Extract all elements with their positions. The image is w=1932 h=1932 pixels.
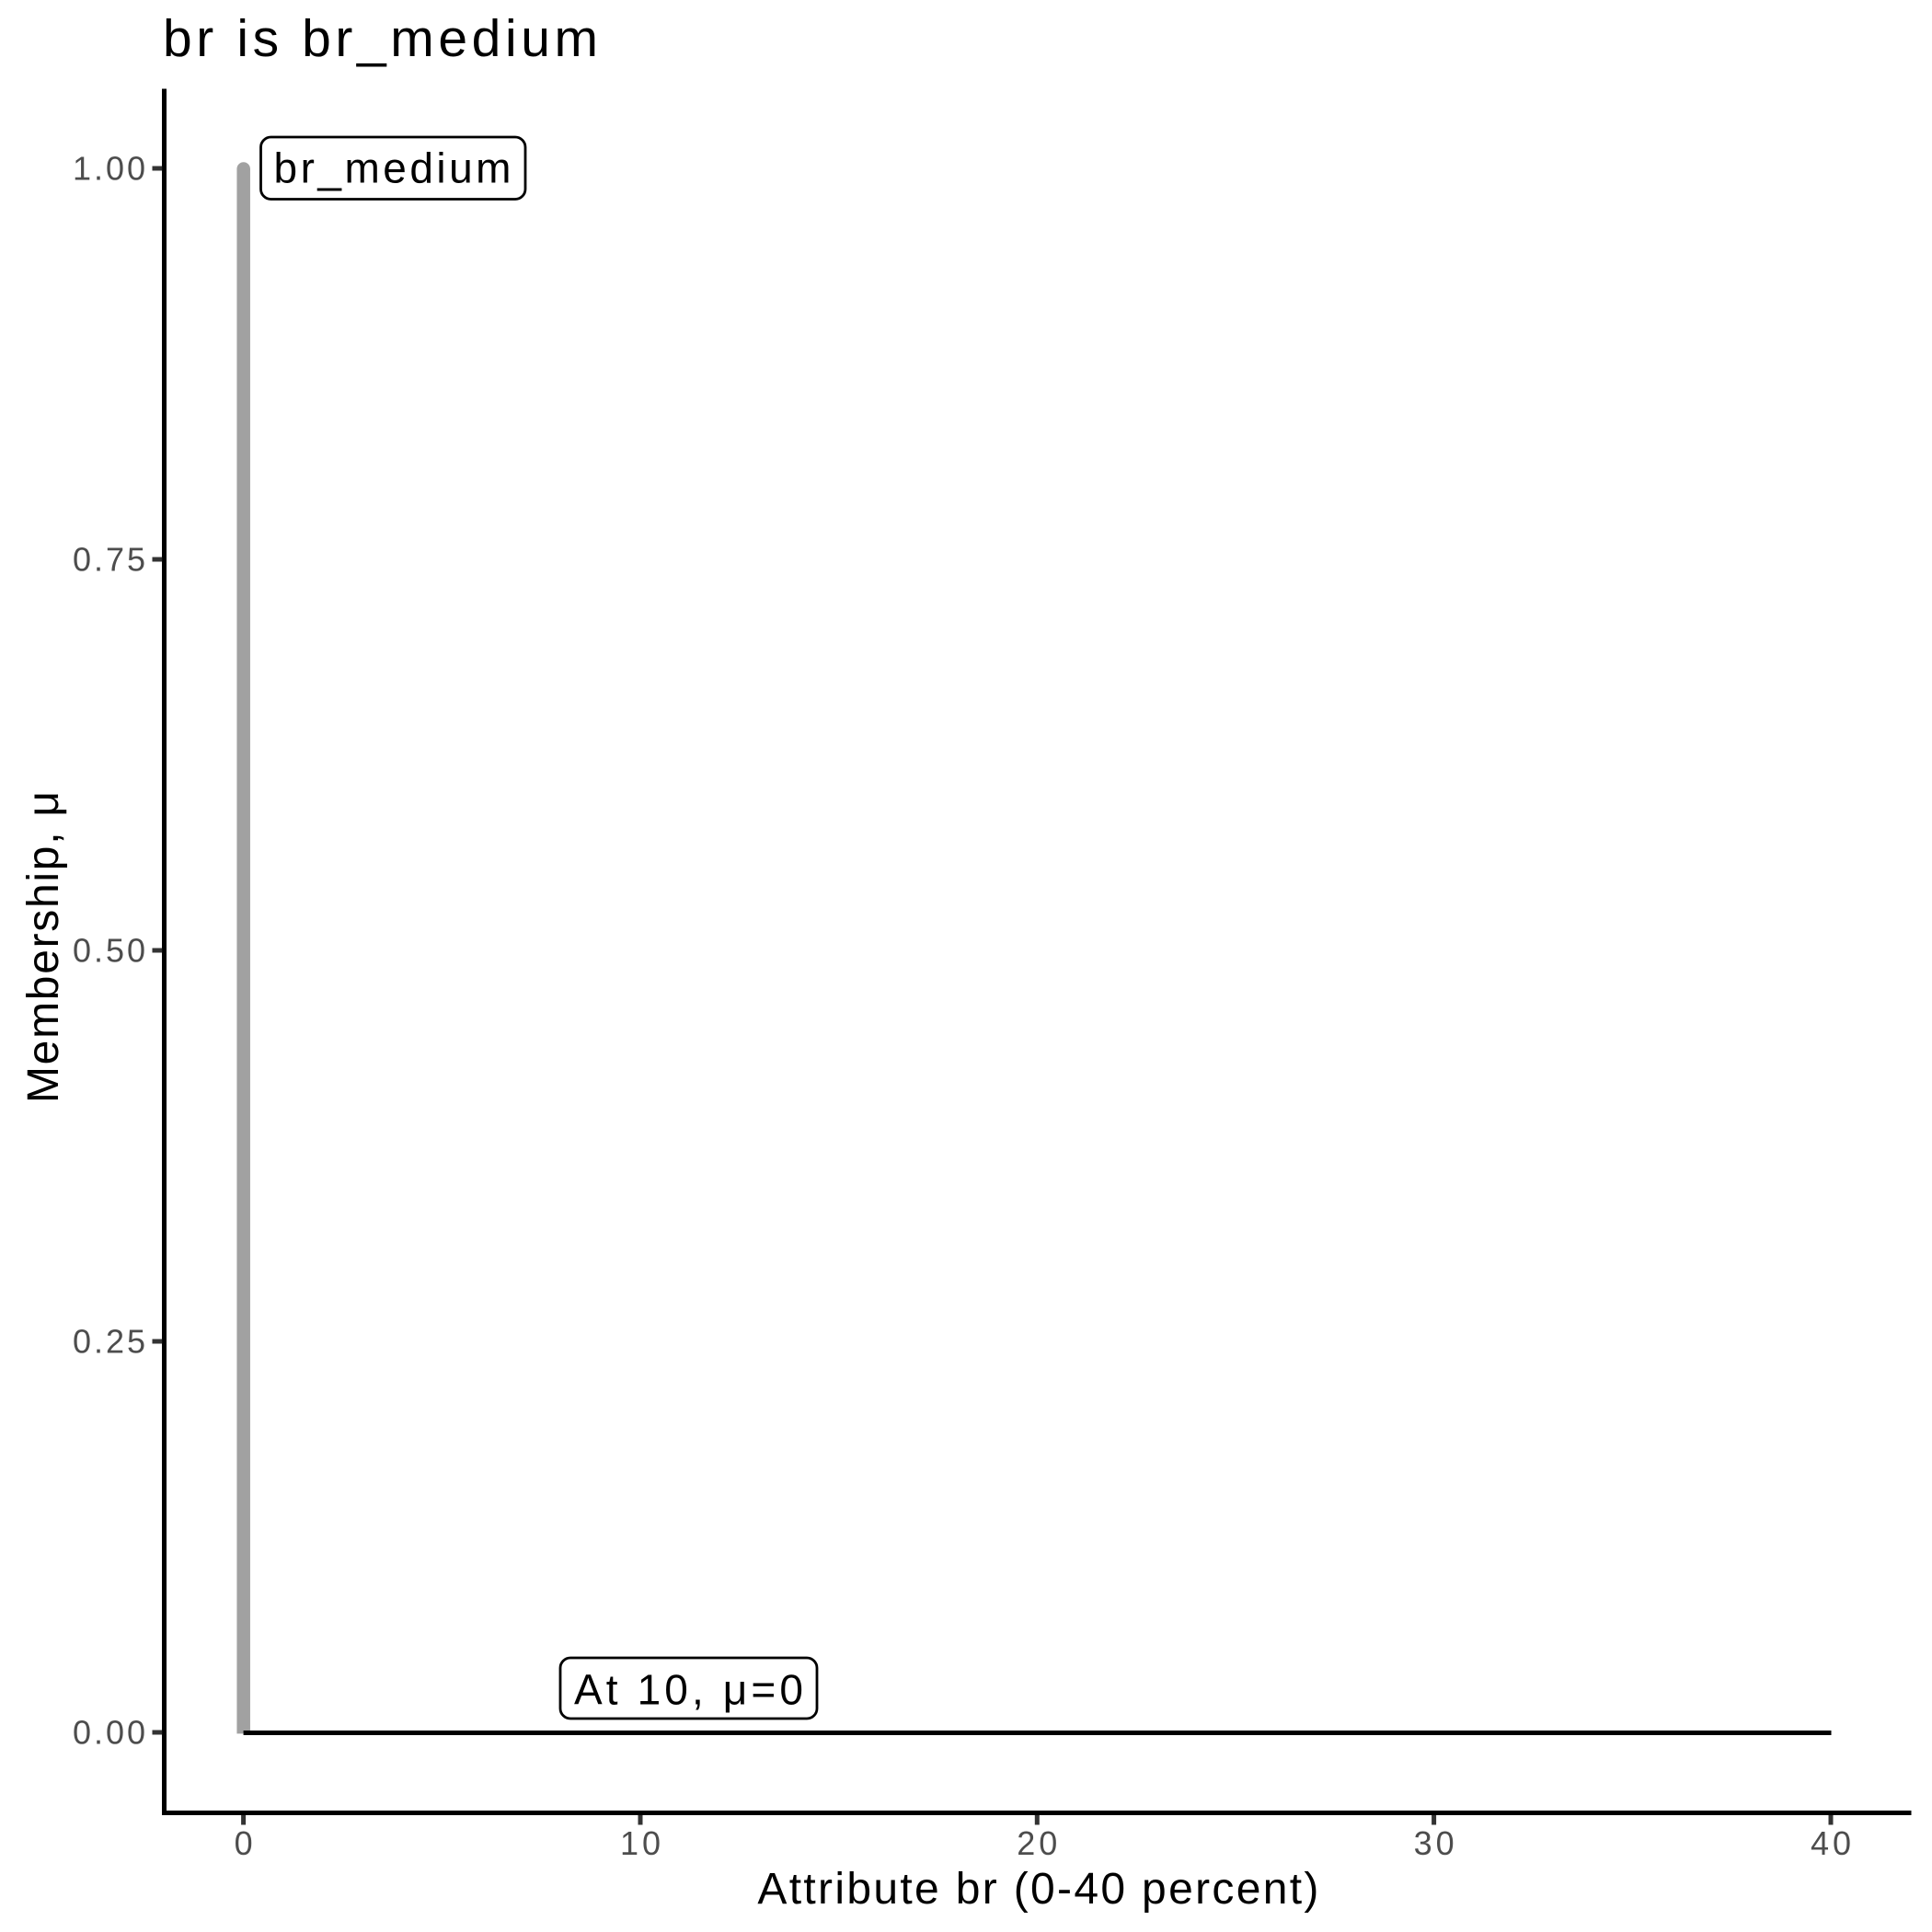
svg-text:Attribute br (0-40 percent): Attribute br (0-40 percent) xyxy=(757,1865,1318,1914)
svg-text:br is br_medium: br is br_medium xyxy=(163,9,598,68)
svg-text:br_medium: br_medium xyxy=(274,144,512,192)
svg-text:0.75: 0.75 xyxy=(73,541,145,579)
svg-text:0.25: 0.25 xyxy=(73,1323,145,1361)
svg-text:1.00: 1.00 xyxy=(73,150,145,188)
svg-text:0: 0 xyxy=(235,1824,253,1862)
svg-text:0.50: 0.50 xyxy=(73,932,145,970)
svg-text:0.00: 0.00 xyxy=(73,1714,145,1752)
svg-text:Membership, μ: Membership, μ xyxy=(19,791,68,1103)
